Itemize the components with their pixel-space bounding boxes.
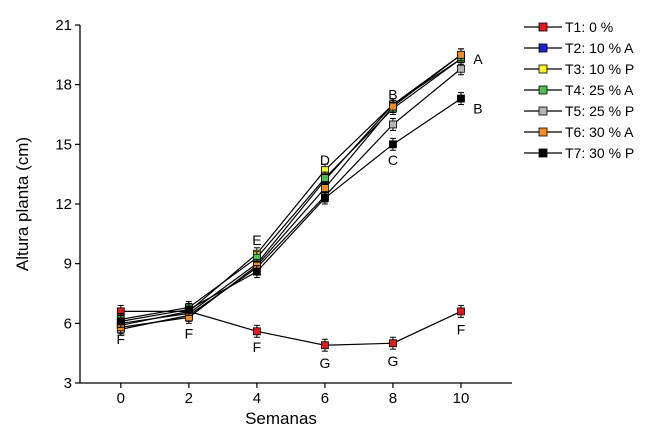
legend-label: T7: 30 % P <box>565 145 634 161</box>
legend-item: T1: 0 % <box>524 19 613 35</box>
x-axis-title: Semanas <box>245 409 317 428</box>
data-point <box>389 120 397 129</box>
chart-legend: T1: 0 % T2: 10 % A T3: 10 % P T4: 25 % A T5:… <box>524 19 634 161</box>
x-tick-label: 4 <box>253 390 261 407</box>
data-point <box>116 317 125 326</box>
data-point <box>321 184 329 192</box>
legend-marker <box>538 64 548 74</box>
data-point <box>457 307 465 316</box>
x-tick-label: 8 <box>389 390 397 407</box>
x-tick-label: 10 <box>453 390 470 407</box>
legend-item: T3: 10 % P <box>524 61 634 77</box>
series-line <box>120 54 462 326</box>
legend-label: T6: 30 % A <box>565 124 634 140</box>
y-tick-label: 18 <box>55 77 72 94</box>
legend-label: T5: 25 % P <box>565 103 634 119</box>
data-point <box>184 305 193 314</box>
chart-annotations: F F E F D G B C G A B F <box>117 51 484 371</box>
legend-label: T2: 10 % A <box>565 40 634 56</box>
legend-label: T3: 10 % P <box>565 61 634 77</box>
significance-letter: C <box>388 152 398 168</box>
legend-marker <box>538 148 548 158</box>
x-tick-label: 2 <box>185 390 193 407</box>
significance-letter: E <box>252 232 261 248</box>
data-point <box>321 341 329 350</box>
y-tick-label: 15 <box>55 136 72 153</box>
series-5 <box>116 62 465 336</box>
significance-letter: F <box>117 331 126 347</box>
legend-marker <box>538 85 548 95</box>
data-point <box>252 267 261 276</box>
legend-marker <box>538 106 548 116</box>
series-line <box>120 54 462 328</box>
legend-item: T7: 30 % P <box>524 145 634 161</box>
y-tick-label: 12 <box>55 196 72 213</box>
series-7 <box>116 92 465 328</box>
data-point <box>321 194 329 202</box>
data-point <box>457 64 465 73</box>
series-line <box>120 98 462 322</box>
data-point <box>252 327 261 336</box>
data-point <box>457 50 465 59</box>
legend-item: T5: 25 % P <box>524 103 634 119</box>
legend-item: T4: 25 % A <box>524 82 634 98</box>
significance-letter: F <box>253 339 262 355</box>
y-tick-label: 9 <box>64 256 72 273</box>
chart-axes: 3 6 9 12 15 18 21 0 2 4 6 8 10 <box>55 17 512 407</box>
series-line <box>120 58 462 320</box>
y-tick-label: 6 <box>64 315 72 332</box>
legend-marker <box>538 43 548 53</box>
y-tick-label: 21 <box>55 17 72 34</box>
legend-marker <box>538 22 548 32</box>
significance-letter: D <box>320 152 330 168</box>
legend-item: T2: 10 % A <box>524 40 634 56</box>
series-4 <box>116 52 465 326</box>
significance-letter: G <box>319 355 330 371</box>
significance-letter: F <box>185 325 194 341</box>
series-line <box>120 58 462 324</box>
data-point <box>389 140 397 149</box>
significance-letter: B <box>388 87 397 103</box>
series-line <box>120 68 462 330</box>
legend-marker <box>538 127 548 137</box>
y-axis-title: Altura planta (cm) <box>13 137 32 271</box>
x-tick-label: 6 <box>321 390 329 407</box>
chart-series <box>116 48 465 352</box>
data-point <box>457 94 465 103</box>
legend-label: T4: 25 % A <box>565 82 634 98</box>
x-tick-label: 0 <box>117 390 125 407</box>
data-point <box>389 102 397 111</box>
data-point <box>389 339 397 348</box>
legend-item: T6: 30 % A <box>524 124 634 140</box>
series-6 <box>116 48 465 334</box>
y-tick-label: 3 <box>64 375 72 392</box>
legend-label: T1: 0 % <box>565 19 613 35</box>
significance-letter: F <box>457 321 466 337</box>
data-point <box>321 174 329 183</box>
significance-letter: G <box>387 353 398 369</box>
significance-letter: A <box>473 51 483 67</box>
significance-letter: B <box>473 101 482 117</box>
